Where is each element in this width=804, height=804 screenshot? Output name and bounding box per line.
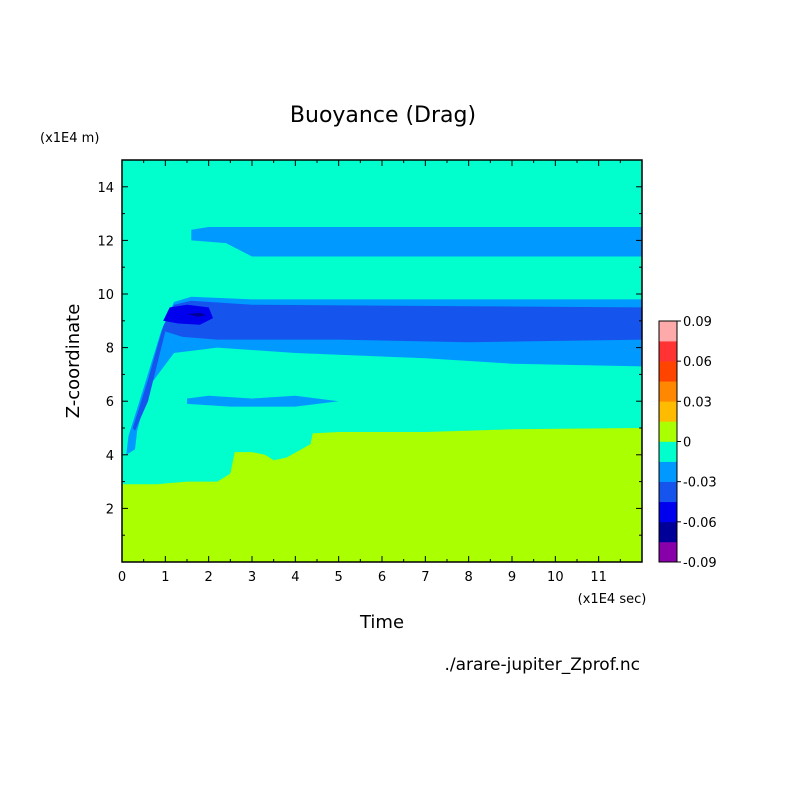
- colorbar-label: 0.06: [683, 355, 712, 370]
- contour-region-positive-region: [122, 428, 642, 562]
- colorbar-swatch: [659, 501, 677, 523]
- contour-region-lower-streak: [187, 395, 339, 407]
- colorbar-label: -0.06: [683, 516, 717, 531]
- colorbar-label: -0.03: [683, 476, 717, 491]
- colorbar-swatch: [659, 541, 677, 563]
- x-tick-label: 8: [465, 570, 473, 585]
- y-tick-label: 2: [106, 502, 114, 517]
- colorbar-swatch: [659, 461, 677, 482]
- colorbar: 0.09 0.06 0.03 0 -0.03 -0.06 -0.09: [658, 315, 717, 571]
- x-tick-label: 11: [590, 570, 607, 585]
- y-tick-label: 10: [97, 288, 114, 303]
- x-tick-label: 10: [547, 570, 564, 585]
- x-tick-label: 1: [161, 570, 169, 585]
- x-tick-label: 7: [421, 570, 429, 585]
- x-tick-label: 4: [291, 570, 299, 585]
- colorbar-swatch: [659, 381, 677, 402]
- y-axis-unit: (x1E4 m): [40, 131, 99, 146]
- colorbar-swatch: [659, 521, 677, 543]
- colorbar-swatch: [659, 401, 677, 422]
- colorbar-swatch: [659, 441, 677, 462]
- chart-title: Buoyance (Drag): [290, 103, 476, 128]
- source-filename: ./arare-jupiter_Zprof.nc: [444, 655, 640, 675]
- contour-region-dark-core: [163, 304, 213, 325]
- colorbar-swatch: [659, 321, 677, 342]
- x-tick-label: 6: [378, 570, 386, 585]
- x-axis-unit: (x1E4 sec): [578, 592, 647, 607]
- colorbar-label: -0.09: [683, 556, 717, 571]
- colorbar-label: 0.09: [683, 315, 712, 330]
- colorbar-swatch: [659, 481, 677, 503]
- x-tick-label: 2: [205, 570, 213, 585]
- x-tick-label: 9: [508, 570, 516, 585]
- y-tick-label: 6: [106, 395, 114, 410]
- y-axis-label: Z-coordinate: [63, 304, 84, 419]
- y-tick-label: 12: [97, 234, 114, 249]
- colorbar-label: 0: [683, 436, 691, 451]
- y-tick-label: 14: [97, 181, 114, 196]
- x-tick-label: 0: [118, 570, 126, 585]
- contour-region-upper-band-fill: [191, 227, 642, 257]
- colorbar-swatch: [659, 361, 677, 382]
- contour-region-blue-band-middle: [132, 300, 642, 431]
- contour-fill-area: [122, 160, 642, 562]
- x-axis-label: Time: [359, 612, 404, 633]
- y-tick-label: 8: [106, 342, 114, 357]
- y-tick-label: 4: [106, 449, 114, 464]
- colorbar-swatch: [659, 341, 677, 362]
- colorbar-swatch: [659, 421, 677, 442]
- contour-region-deep-core: [187, 312, 207, 317]
- colorbar-label: 0.03: [683, 395, 712, 410]
- x-tick-label: 3: [248, 570, 256, 585]
- x-tick-label: 5: [335, 570, 343, 585]
